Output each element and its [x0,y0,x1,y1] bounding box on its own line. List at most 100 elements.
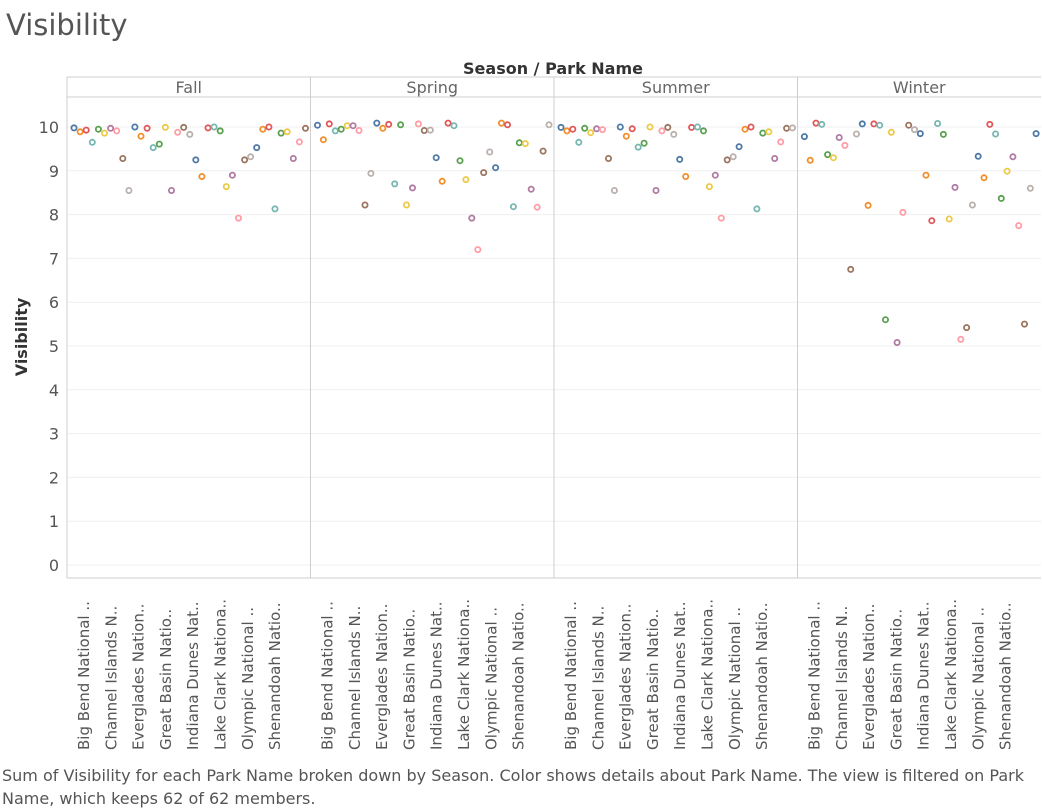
data-point[interactable] [676,155,684,163]
data-point[interactable] [210,123,218,131]
data-point[interactable] [283,128,291,136]
data-point[interactable] [616,123,624,131]
data-point[interactable] [711,171,719,179]
data-point[interactable] [222,183,230,191]
data-point[interactable] [355,127,363,135]
data-point[interactable] [605,154,613,162]
data-point[interactable] [247,153,255,161]
data-point[interactable] [806,156,814,164]
data-point[interactable] [234,214,242,222]
data-point[interactable] [167,186,175,194]
data-point[interactable] [198,172,206,180]
data-point[interactable] [599,126,607,134]
data-point[interactable] [729,153,737,161]
data-point[interactable] [905,121,913,129]
data-point[interactable] [444,119,452,127]
data-point[interactable] [893,338,901,346]
data-point[interactable] [391,180,399,188]
data-point[interactable] [462,176,470,184]
data-point[interactable] [1015,222,1023,230]
data-point[interactable] [125,186,133,194]
data-point[interactable] [1021,320,1029,328]
data-point[interactable] [259,125,267,133]
data-point[interactable] [319,136,327,144]
data-point[interactable] [800,133,808,141]
data-point[interactable] [818,120,826,128]
data-point[interactable] [934,120,942,128]
data-point[interactable] [539,147,547,155]
data-point[interactable] [204,124,212,132]
data-point[interactable] [575,138,583,146]
data-point[interactable] [468,214,476,222]
data-point[interactable] [652,186,660,194]
data-point[interactable] [876,121,884,129]
data-point[interactable] [131,123,139,131]
data-point[interactable] [515,139,523,147]
data-point[interactable] [361,201,369,209]
data-point[interactable] [957,335,965,343]
data-point[interactable] [349,122,357,130]
data-point[interactable] [343,122,351,130]
data-point[interactable] [789,124,797,132]
data-point[interactable] [569,125,577,133]
data-point[interactable] [119,154,127,162]
data-point[interactable] [628,125,636,133]
data-point[interactable] [289,154,297,162]
data-point[interactable] [705,183,713,191]
data-point[interactable] [492,164,500,172]
data-point[interactable] [1003,167,1011,175]
data-point[interactable] [835,133,843,141]
data-point[interactable] [379,124,387,132]
data-point[interactable] [533,203,541,211]
data-point[interactable] [143,124,151,132]
data-point[interactable] [174,128,182,136]
data-point[interactable] [414,120,422,128]
data-point[interactable] [1026,184,1034,192]
data-point[interactable] [945,215,953,223]
data-point[interactable] [295,138,303,146]
data-point[interactable] [922,171,930,179]
data-point[interactable] [997,194,1005,202]
data-point[interactable] [640,139,648,147]
data-point[interactable] [841,141,849,149]
data-point[interactable] [301,124,309,132]
data-point[interactable] [192,156,200,164]
data-point[interactable] [241,156,249,164]
data-point[interactable] [337,125,345,133]
data-point[interactable] [870,120,878,128]
data-point[interactable] [882,316,890,324]
data-point[interactable] [313,121,321,129]
data-point[interactable] [545,121,553,129]
data-point[interactable] [916,130,924,138]
data-point[interactable] [723,156,731,164]
data-point[interactable] [759,129,767,137]
data-point[interactable] [76,128,84,136]
data-point[interactable] [771,154,779,162]
data-point[interactable] [968,201,976,209]
data-point[interactable] [420,127,428,135]
data-point[interactable] [824,151,832,159]
data-point[interactable] [107,124,115,132]
data-point[interactable] [928,217,936,225]
data-point[interactable] [670,130,678,138]
data-point[interactable] [847,265,855,273]
data-point[interactable] [658,127,666,135]
data-point[interactable] [581,124,589,132]
data-point[interactable] [277,129,285,137]
data-point[interactable] [408,184,416,192]
data-point[interactable] [253,144,261,152]
data-point[interactable] [646,123,654,131]
data-point[interactable] [911,126,919,134]
data-point[interactable] [149,144,157,152]
data-point[interactable] [777,138,785,146]
data-point[interactable] [812,119,820,127]
data-point[interactable] [486,148,494,156]
data-point[interactable] [331,127,339,135]
data-point[interactable] [563,127,571,135]
data-point[interactable] [180,123,188,131]
data-point[interactable] [373,119,381,127]
data-point[interactable] [593,125,601,133]
data-point[interactable] [450,122,458,130]
data-point[interactable] [497,119,505,127]
data-point[interactable] [456,157,464,165]
